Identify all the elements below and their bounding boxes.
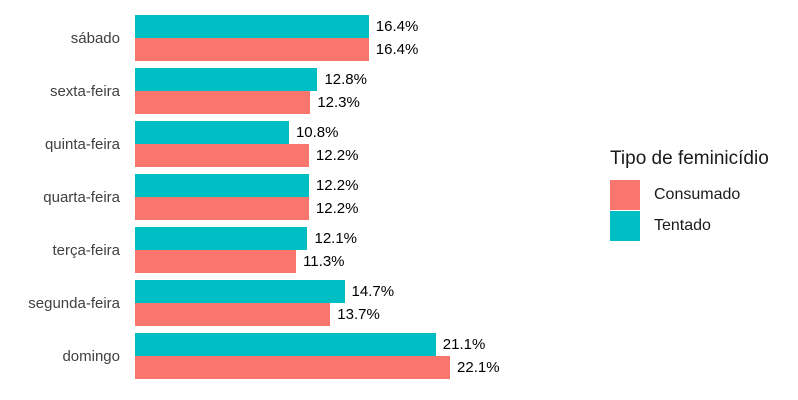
bar-row-consumado: 16.4%	[135, 38, 470, 61]
legend-item-tentado: Tentado	[610, 211, 769, 241]
bar-row-consumado: 12.3%	[135, 91, 470, 114]
bar-pair: 14.7% 13.7%	[135, 280, 470, 326]
category-label: domingo	[62, 347, 120, 365]
category-label: quarta-feira	[43, 188, 120, 206]
legend-title: Tipo de feminicídio	[610, 148, 769, 169]
value-label: 10.8%	[295, 124, 339, 141]
bar-group-sexta-feira: sexta-feira 12.8% 12.3%	[0, 68, 470, 114]
bar-row-consumado: 11.3%	[135, 250, 470, 273]
bar-row-tentado: 12.1%	[135, 227, 470, 250]
bar-group-sabado: sábado 16.4% 16.4%	[0, 15, 470, 61]
bar-tentado	[135, 121, 289, 144]
bar-row-tentado: 14.7%	[135, 280, 470, 303]
category-label: quinta-feira	[44, 135, 120, 153]
bar-consumado	[135, 250, 297, 273]
value-label: 11.3%	[303, 253, 345, 270]
bar-tentado	[135, 15, 369, 38]
bar-row-tentado: 10.8%	[135, 121, 470, 144]
legend: Tipo de feminicídio Consumado Tentado	[610, 148, 769, 242]
category-label: sexta-feira	[49, 82, 120, 100]
value-label: 12.1%	[314, 230, 358, 247]
category-label: sábado	[70, 29, 120, 47]
value-label: 16.4%	[375, 18, 419, 35]
value-label: 12.2%	[315, 177, 359, 194]
bar-consumado	[135, 303, 331, 326]
legend-swatch-tentado	[610, 211, 640, 241]
bar-group-quinta-feira: quinta-feira 10.8% 12.2%	[0, 121, 470, 167]
bar-tentado	[135, 68, 318, 91]
bar-consumado	[135, 197, 309, 220]
bar-row-tentado: 12.2%	[135, 174, 470, 197]
value-label: 12.2%	[315, 200, 359, 217]
value-label: 22.1%	[457, 359, 500, 376]
bar-tentado	[135, 227, 308, 250]
bar-group-terca-feira: terça-feira 12.1% 11.3%	[0, 227, 470, 273]
bar-row-consumado: 22.1%	[135, 356, 500, 379]
legend-item-label: Tentado	[654, 217, 711, 234]
value-label: 21.1%	[442, 336, 486, 353]
bar-pair: 12.8% 12.3%	[135, 68, 470, 114]
bar-pair: 21.1% 22.1%	[135, 333, 500, 379]
value-label: 12.8%	[324, 71, 367, 88]
bar-pair: 12.2% 12.2%	[135, 174, 470, 220]
bar-group-domingo: domingo 21.1% 22.1%	[0, 333, 500, 379]
bar-pair: 12.1% 11.3%	[135, 227, 470, 273]
bar-row-consumado: 12.2%	[135, 144, 470, 167]
legend-item-consumado: Consumado	[610, 180, 769, 210]
category-label: terça-feira	[52, 241, 120, 259]
bar-consumado	[135, 144, 309, 167]
category-label: segunda-feira	[28, 294, 120, 312]
value-label: 12.3%	[317, 94, 360, 111]
bar-row-tentado: 16.4%	[135, 15, 470, 38]
value-label: 12.2%	[315, 147, 359, 164]
bar-pair: 10.8% 12.2%	[135, 121, 470, 167]
bar-consumado	[135, 38, 369, 61]
bar-row-tentado: 21.1%	[135, 333, 485, 356]
value-label: 14.7%	[351, 283, 395, 300]
bar-group-segunda-feira: segunda-feira 14.7% 13.7%	[0, 280, 470, 326]
plot-area: sábado 16.4% 16.4% sexta-feira 12.8%	[0, 15, 500, 386]
bar-tentado	[135, 280, 345, 303]
bar-row-consumado: 12.2%	[135, 197, 470, 220]
value-label: 16.4%	[375, 41, 419, 58]
bar-tentado	[135, 333, 436, 356]
bar-consumado	[135, 91, 311, 114]
legend-item-label: Consumado	[654, 186, 741, 203]
bar-row-consumado: 13.7%	[135, 303, 470, 326]
bar-pair: 16.4% 16.4%	[135, 15, 470, 61]
bar-row-tentado: 12.8%	[135, 68, 470, 91]
bar-group-quarta-feira: quarta-feira 12.2% 12.2%	[0, 174, 470, 220]
bar-tentado	[135, 174, 309, 197]
bar-consumado	[135, 356, 451, 379]
legend-swatch-consumado	[610, 180, 640, 210]
value-label: 13.7%	[337, 306, 380, 323]
